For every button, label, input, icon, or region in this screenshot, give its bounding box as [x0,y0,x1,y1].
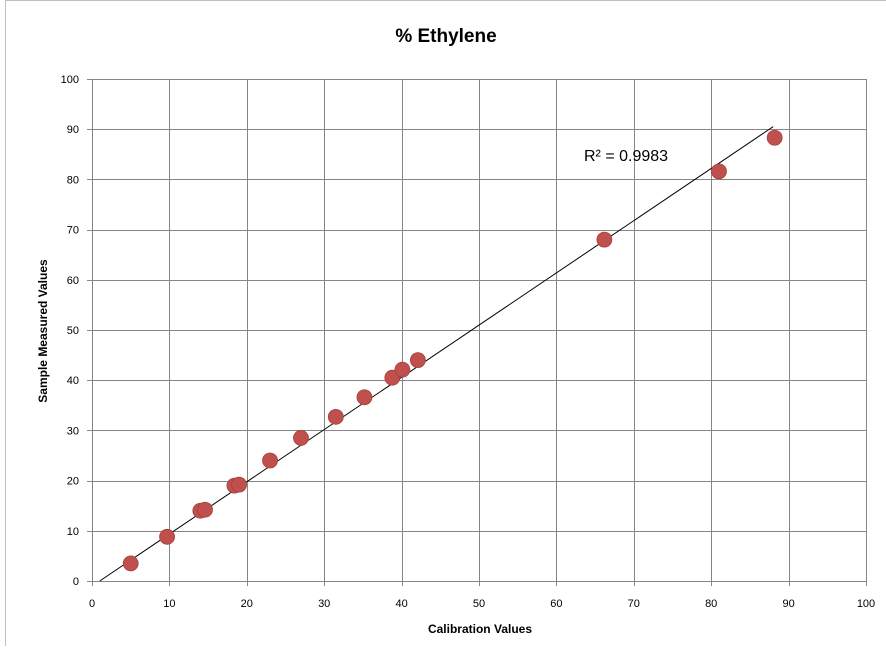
y-tick-label: 50 [67,325,79,337]
x-tick-label: 100 [857,598,875,610]
y-tick-label: 100 [61,74,79,86]
trendline-layer [99,126,774,582]
y-tick-label: 90 [67,124,79,136]
data-point [327,408,344,425]
y-axis-title: Sample Measured Values [36,259,50,403]
tick-label-layer: 0 10 20 30 40 50 60 70 80 90 100 0 10 20 30 40 50 60 70 80 9… [61,74,876,610]
y-tick-label: 70 [67,225,79,237]
x-tick-label: 10 [163,598,175,610]
data-point [293,430,309,446]
x-axis-title: Calibration Values [428,622,532,636]
data-point [262,452,278,469]
data-point [596,231,613,248]
data-point [159,528,175,545]
x-tick-label: 50 [473,598,485,610]
data-point [231,476,247,493]
y-tick-label: 40 [67,375,79,387]
y-tick-label: 80 [67,174,79,186]
x-tick-label: 80 [705,598,717,610]
y-tick-label: 60 [67,275,79,287]
x-tick-label: 20 [241,598,253,610]
grid-layer [92,79,867,581]
data-point-layer [122,129,783,572]
y-tick-label: 30 [67,425,79,437]
x-tick-label: 30 [318,598,330,610]
x-tick-label: 90 [782,598,794,610]
data-point [711,163,727,180]
data-point [197,501,213,518]
data-point [409,352,426,369]
y-tick-label: 20 [67,476,79,488]
data-point [766,129,783,146]
y-tick-label: 0 [73,576,79,588]
x-tick-label: 0 [89,598,95,610]
x-tick-label: 70 [628,598,640,610]
y-tick-label: 10 [67,526,79,538]
chart-title: % Ethylene [395,26,496,47]
r-squared-label: R² = 0.9983 [584,148,668,165]
axis-layer [87,79,867,586]
trendline [99,126,774,582]
x-tick-label: 40 [395,598,407,610]
data-point [394,361,411,378]
x-tick-label: 60 [550,598,562,610]
data-point [122,555,139,572]
data-point [356,389,373,406]
